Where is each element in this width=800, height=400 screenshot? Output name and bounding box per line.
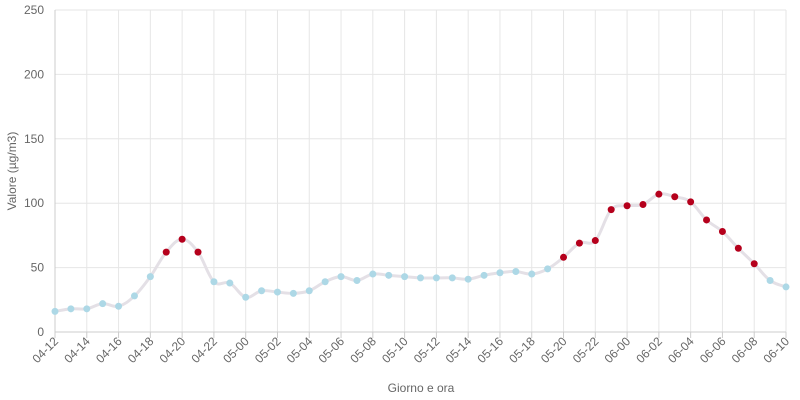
data-point[interactable] [51,307,59,315]
x-axis-tick-labels: 04-12 04-14 04-16 04-18 04-20 04-22 05-00 05-02… [30,334,793,366]
data-point-above-limit[interactable] [560,253,568,261]
data-point[interactable] [782,283,790,291]
data-point-above-limit[interactable] [591,237,599,245]
x-tick-label: 06-02 [633,334,665,366]
y-axis-tick-labels: 0 50 100 150 200 250 [24,3,44,339]
x-tick-label: 05-00 [220,334,252,366]
data-point[interactable] [385,271,393,279]
data-point[interactable] [528,270,536,278]
y-tick-label: 50 [31,261,45,275]
x-tick-label: 05-10 [379,334,411,366]
y-tick-label: 150 [24,132,44,146]
y-axis-title: Valore (µg/m3) [5,132,19,211]
x-tick-label: 05-06 [316,334,348,366]
x-tick-label: 05-22 [570,334,602,366]
data-point[interactable] [226,279,234,287]
x-axis-title: Giorno e ora [388,381,455,395]
data-point[interactable] [258,287,266,295]
data-point[interactable] [544,265,552,273]
data-point[interactable] [448,274,456,282]
data-point[interactable] [496,269,504,277]
data-point[interactable] [512,267,520,275]
data-point-above-limit[interactable] [655,190,663,198]
data-point[interactable] [83,305,91,313]
x-tick-label: 06-04 [665,334,697,366]
data-point[interactable] [289,289,297,297]
data-point[interactable] [369,270,377,278]
data-point[interactable] [464,275,472,283]
x-tick-label: 05-14 [443,334,475,366]
y-tick-label: 100 [24,196,44,210]
x-tick-label: 05-12 [411,334,443,366]
y-tick-label: 200 [24,67,44,81]
data-point-above-limit[interactable] [607,206,615,214]
data-point[interactable] [115,302,123,310]
data-point[interactable] [242,293,250,301]
data-point[interactable] [766,276,774,284]
data-points [51,190,790,315]
data-point[interactable] [353,276,361,284]
data-point-above-limit[interactable] [687,198,695,206]
x-tick-label: 05-02 [252,334,284,366]
grid [54,9,787,333]
data-point[interactable] [432,274,440,282]
x-tick-label: 05-16 [474,334,506,366]
data-point-above-limit[interactable] [623,202,631,210]
x-tick-label: 04-14 [61,334,93,366]
data-point[interactable] [130,292,138,300]
data-point-above-limit[interactable] [194,248,202,256]
data-point[interactable] [67,305,75,313]
data-point-above-limit[interactable] [718,228,726,236]
data-point[interactable] [273,288,281,296]
x-tick-label: 06-06 [697,334,729,366]
data-point-above-limit[interactable] [639,200,647,208]
data-point-above-limit[interactable] [178,235,186,243]
x-tick-label: 04-22 [188,334,220,366]
data-point[interactable] [210,278,218,286]
x-tick-label: 06-10 [761,334,793,366]
x-tick-label: 04-16 [93,334,125,366]
data-point-above-limit[interactable] [750,260,758,268]
data-point[interactable] [401,273,409,281]
data-point[interactable] [321,278,329,286]
data-point[interactable] [480,271,488,279]
x-tick-label: 05-20 [538,334,570,366]
data-point-above-limit[interactable] [703,216,711,224]
data-point[interactable] [305,287,313,295]
data-point-above-limit[interactable] [575,239,583,247]
x-tick-label: 06-00 [602,334,634,366]
data-point[interactable] [146,273,154,281]
x-tick-label: 04-20 [157,334,189,366]
data-point-above-limit[interactable] [162,248,170,256]
data-point[interactable] [99,300,107,308]
data-point[interactable] [337,273,345,281]
x-tick-label: 04-18 [125,334,157,366]
x-tick-label: 05-18 [506,334,538,366]
data-point-above-limit[interactable] [671,193,679,201]
x-tick-label: 05-04 [284,334,316,366]
y-tick-label: 0 [37,325,44,339]
axes [54,10,787,338]
x-tick-label: 04-12 [30,334,62,366]
y-tick-label: 250 [24,3,44,17]
x-tick-label: 05-08 [347,334,379,366]
x-tick-label: 06-08 [729,334,761,366]
data-point-above-limit[interactable] [734,244,742,252]
data-point[interactable] [417,274,424,282]
